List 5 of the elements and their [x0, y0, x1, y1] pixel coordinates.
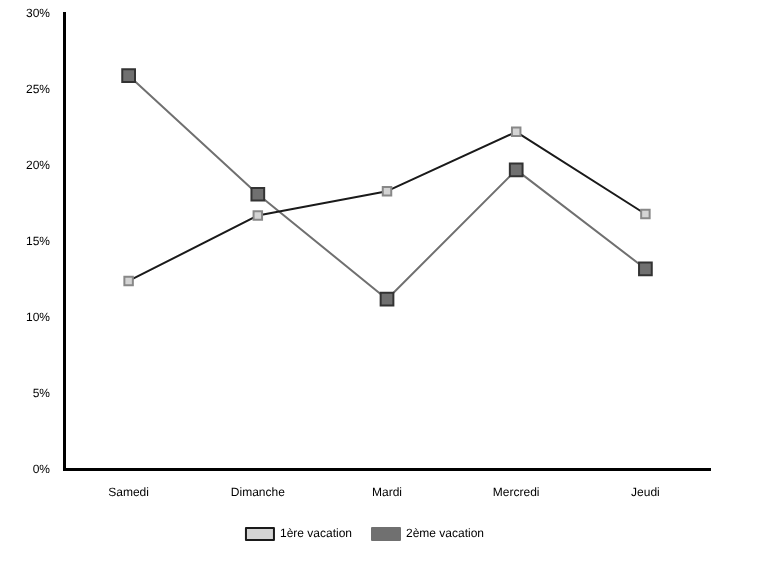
- point: [638, 261, 653, 277]
- point: [250, 186, 266, 202]
- point: [379, 291, 395, 307]
- point: [508, 162, 524, 178]
- point: [121, 68, 136, 83]
